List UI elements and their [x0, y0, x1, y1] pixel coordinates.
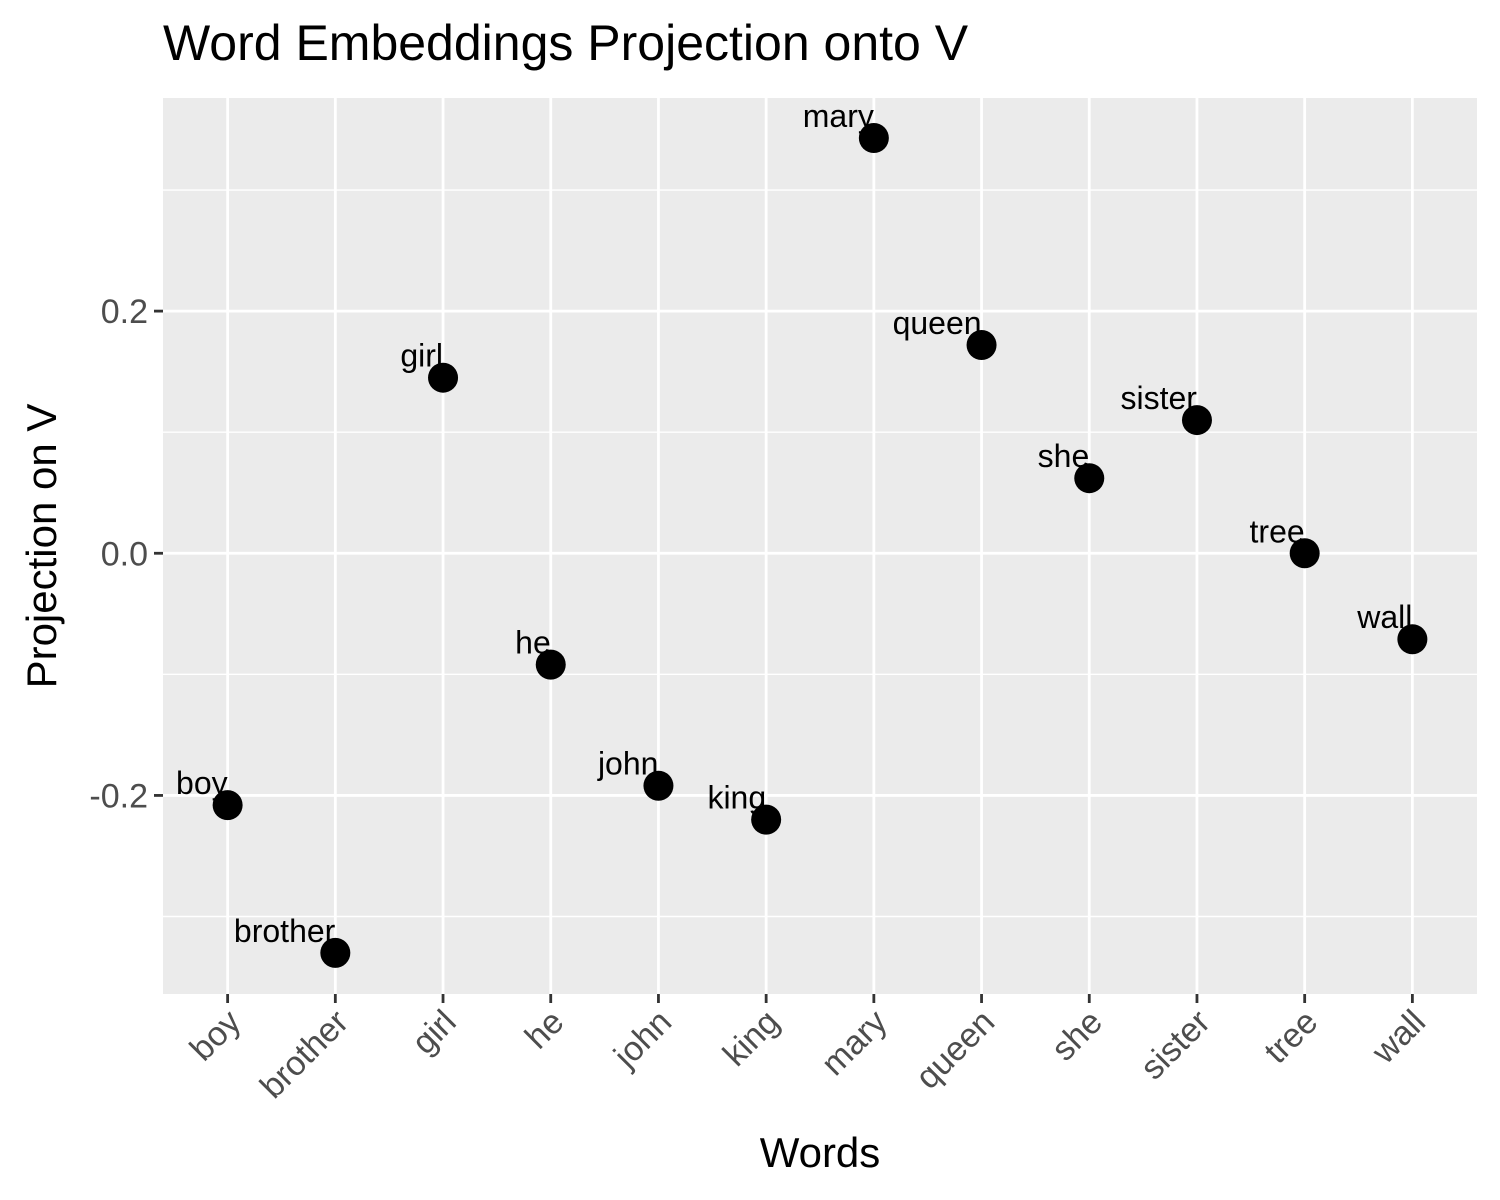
x-tick-label: he — [518, 1003, 572, 1057]
point-label: john — [597, 746, 659, 782]
x-tick-label: sister — [1133, 1003, 1217, 1087]
data-point — [751, 804, 782, 835]
data-point — [643, 770, 674, 801]
x-tick-label: queen — [908, 1003, 1002, 1097]
data-point — [1181, 405, 1212, 436]
data-point — [1289, 538, 1320, 569]
x-tick-label: she — [1044, 1003, 1110, 1069]
x-axis-title: Words — [760, 1129, 881, 1176]
point-label: girl — [400, 338, 443, 374]
data-point — [1397, 624, 1428, 655]
data-point — [1074, 463, 1105, 494]
axis-ticks — [154, 309, 1414, 1003]
x-tick-label: wall — [1364, 1003, 1433, 1072]
x-tick-label: tree — [1257, 1003, 1325, 1071]
y-tick-label: 0.2 — [101, 293, 148, 331]
x-tick-labels: boy brother girl he john king mary queen she sist… — [183, 1003, 1433, 1106]
data-point — [212, 790, 243, 821]
x-tick-label: girl — [405, 1003, 464, 1062]
point-label: mary — [803, 98, 874, 134]
x-tick-label: john — [606, 1003, 679, 1076]
point-label: tree — [1250, 513, 1305, 549]
point-label: king — [707, 780, 766, 816]
x-tick-label: brother — [253, 1003, 356, 1106]
chart-title: Word Embeddings Projection onto V — [163, 15, 969, 71]
data-points — [212, 122, 1428, 968]
point-label: she — [1038, 438, 1090, 474]
y-tick-labels: -0.2 0.0 0.2 — [89, 293, 148, 815]
minor-gridlines — [163, 189, 1477, 918]
data-point — [966, 330, 997, 361]
x-tick-label: mary — [814, 1003, 894, 1083]
point-label: wall — [1356, 599, 1412, 635]
point-label: he — [515, 625, 551, 661]
point-label: brother — [234, 913, 336, 949]
point-labels: boy brother girl he john king mary queen shesist… — [176, 98, 1412, 949]
y-tick-label: 0.0 — [101, 535, 148, 573]
x-tick-label: king — [716, 1003, 787, 1074]
point-label: queen — [893, 305, 982, 341]
point-label: sister — [1121, 380, 1198, 416]
major-gridlines — [163, 98, 1477, 994]
data-point — [320, 937, 351, 968]
data-point — [858, 122, 889, 153]
data-point — [428, 362, 459, 393]
y-axis-title: Projection on V — [18, 404, 65, 689]
point-label: boy — [176, 765, 228, 801]
plot-panel — [163, 98, 1477, 994]
y-tick-label: -0.2 — [89, 777, 148, 815]
data-point — [535, 649, 566, 680]
x-tick-label: boy — [183, 1003, 249, 1069]
